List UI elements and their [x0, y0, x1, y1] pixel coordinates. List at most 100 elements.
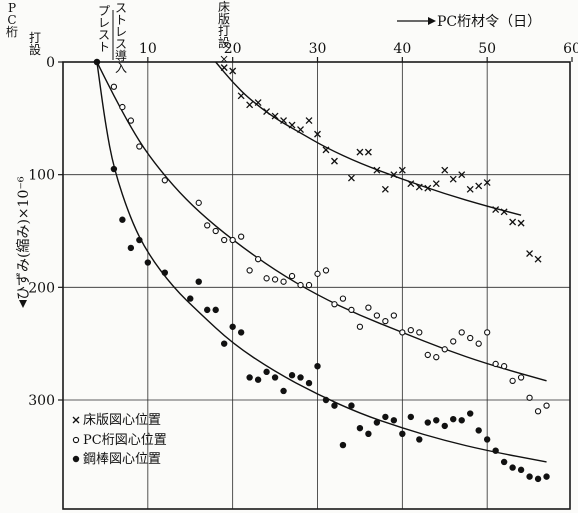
event-marker: × [219, 52, 229, 66]
data-point [433, 354, 440, 361]
data-point [475, 340, 482, 347]
data-point [517, 374, 525, 381]
data-point [322, 146, 330, 154]
data-point [365, 430, 372, 437]
data-point [526, 473, 533, 480]
data-point [110, 83, 118, 90]
event-label-char: レ [98, 16, 110, 30]
data-point [161, 177, 168, 184]
data-point [195, 278, 202, 285]
data-point [500, 363, 508, 370]
data-point [543, 473, 550, 480]
data-point [229, 67, 237, 75]
data-point [364, 148, 372, 156]
y-tick-label: 0 [46, 55, 55, 71]
event-label-char: ス [115, 37, 127, 51]
point-layer [93, 58, 550, 483]
data-point [119, 216, 126, 223]
legend-label: PC桁図心位置 [83, 433, 167, 448]
data-point [534, 255, 542, 263]
data-point [322, 396, 330, 404]
data-point [127, 117, 135, 124]
data-point [195, 199, 202, 206]
event-label-char: 床 [218, 0, 230, 14]
data-point [119, 103, 126, 111]
data-point [356, 323, 364, 330]
data-point [398, 166, 406, 174]
x-tick-label: 10 [139, 41, 157, 57]
legend-item: 鋼棒図心位置 [72, 452, 161, 467]
x-tick-label: 40 [393, 41, 411, 57]
x-tick-label: 20 [224, 41, 242, 57]
data-point [390, 417, 398, 424]
data-point [483, 436, 491, 443]
data-point [441, 166, 449, 174]
data-point [204, 222, 211, 229]
data-point [246, 267, 253, 274]
data-point [136, 236, 143, 244]
curve-layer [96, 61, 547, 463]
data-point [297, 374, 304, 381]
legend-marker [72, 436, 80, 444]
data-point [237, 92, 245, 100]
data-point [288, 272, 296, 280]
data-point [331, 301, 338, 308]
event-label-char: 版 [218, 12, 230, 26]
tick-layer: 10 20 30 40 50 60 0 100 200 300 [28, 41, 578, 409]
event-label-char: P [8, 1, 16, 15]
data-point [110, 165, 118, 173]
event-label-char: 打 [218, 24, 230, 38]
data-point [433, 417, 440, 424]
event-label-char: ト [115, 13, 127, 27]
data-point [314, 270, 321, 277]
data-point [220, 340, 228, 347]
data-point [416, 436, 423, 443]
data-point [314, 363, 321, 370]
event-label-char: プ [98, 4, 110, 18]
data-point [407, 326, 414, 334]
data-point [475, 182, 483, 190]
data-point [263, 275, 270, 282]
data-point [373, 419, 381, 426]
data-point [467, 334, 474, 342]
data-point [458, 329, 465, 336]
data-point [339, 441, 347, 449]
data-point [136, 143, 143, 150]
data-point [450, 415, 457, 423]
data-point [424, 419, 431, 426]
data-point [305, 117, 313, 125]
event-label-char: C [7, 13, 16, 27]
data-point [407, 180, 415, 188]
x-axis-title-group: PC桁材令（日） [397, 14, 541, 30]
data-point [212, 227, 219, 235]
legend-label: 床版図心位置 [83, 413, 161, 428]
data-point [534, 408, 542, 415]
data-point [526, 394, 533, 401]
data-point [161, 269, 169, 276]
x-axis-arrowhead [428, 17, 436, 25]
data-point [467, 410, 474, 417]
data-point [432, 180, 440, 188]
data-point [356, 424, 364, 432]
data-point [492, 360, 499, 368]
data-point [347, 174, 355, 182]
data-point [416, 329, 423, 336]
data-point [254, 99, 262, 107]
data-point [458, 417, 465, 424]
data-point [365, 304, 372, 311]
data-point [500, 458, 508, 466]
data-point [441, 422, 448, 430]
legend-marker [72, 416, 80, 424]
data-point [373, 312, 381, 319]
data-point [271, 374, 279, 381]
y-tick-label: 200 [28, 280, 55, 296]
data-point [373, 166, 381, 174]
event-label-char: 桁 [6, 25, 18, 39]
legend-item: PC桁図心位置 [72, 433, 167, 448]
data-point [271, 112, 279, 120]
data-point [305, 379, 313, 387]
